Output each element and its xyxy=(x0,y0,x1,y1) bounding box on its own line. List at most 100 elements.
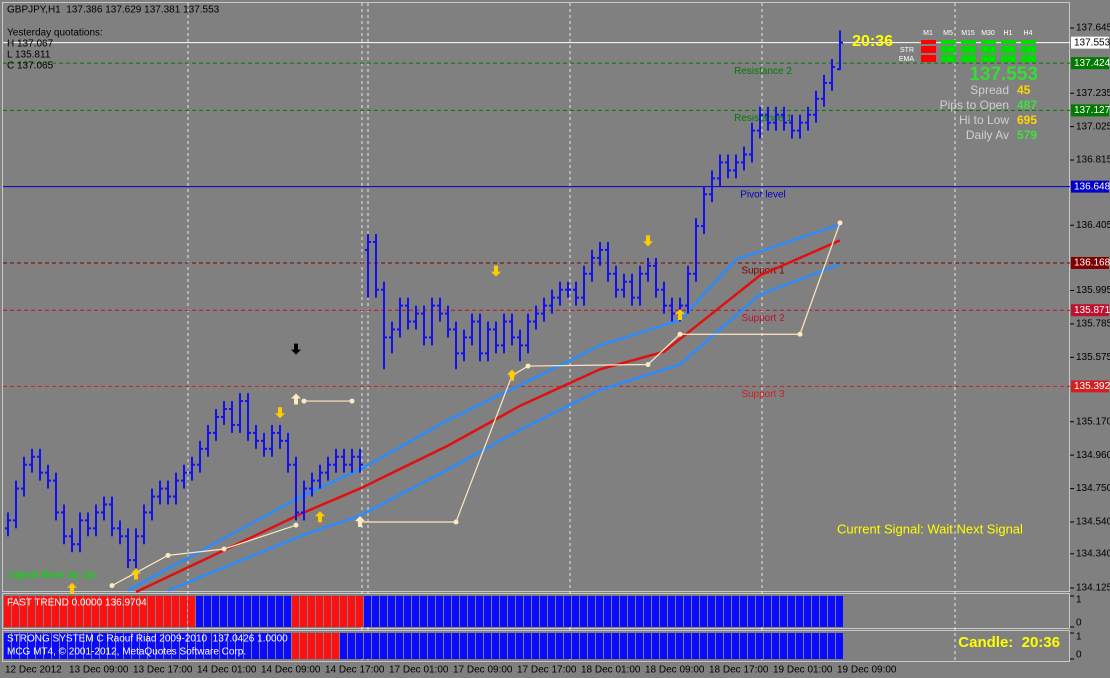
trend-bar xyxy=(132,633,139,659)
trend-bar xyxy=(116,596,123,627)
timeframe-label: M15 xyxy=(961,30,975,37)
trend-bar xyxy=(580,633,587,659)
x-tick-label: 18 Dec 01:00 xyxy=(581,665,641,676)
trend-bar xyxy=(636,596,643,627)
signal-box xyxy=(941,46,956,53)
signal-arrow xyxy=(675,309,685,321)
trend-bar xyxy=(644,596,651,627)
main-frame xyxy=(2,2,1070,592)
trend-bar xyxy=(28,596,35,627)
signal-arrow xyxy=(643,235,653,247)
trend-bar xyxy=(460,633,467,659)
trend-bar xyxy=(268,633,275,659)
trend-bar xyxy=(332,633,339,659)
x-tick-label: 13 Dec 09:00 xyxy=(69,665,129,676)
panel-frame xyxy=(2,630,1070,662)
trend-bar xyxy=(468,596,475,627)
trend-bar xyxy=(620,596,627,627)
trend-bar xyxy=(140,596,147,627)
trend-bar xyxy=(396,596,403,627)
price-box xyxy=(1071,304,1109,317)
trend-bar xyxy=(580,596,587,627)
current-signal: Current Signal: Wait Next Signal xyxy=(837,521,1023,536)
trend-bar xyxy=(740,633,747,659)
trail-dot xyxy=(165,552,171,558)
trend-bar xyxy=(188,633,195,659)
signal-arrow xyxy=(67,582,77,594)
trend-bar xyxy=(524,596,531,627)
trend-bar xyxy=(508,596,515,627)
trend-bar xyxy=(380,596,387,627)
timeframe-label: M5 xyxy=(943,30,953,37)
trend-bar xyxy=(428,596,435,627)
trend-bar xyxy=(12,633,19,659)
trend-bar xyxy=(652,596,659,627)
signal-box xyxy=(981,40,996,44)
price-box xyxy=(1071,57,1109,70)
x-tick-label: 17 Dec 09:00 xyxy=(453,665,513,676)
y-tick-label: 135.995 xyxy=(1076,285,1110,296)
trend-bar xyxy=(692,596,699,627)
trend-bar xyxy=(764,596,771,627)
trend-bar xyxy=(804,633,811,659)
trend-bar xyxy=(444,596,451,627)
trend-bar xyxy=(276,633,283,659)
stat-label: Spread xyxy=(970,83,1009,97)
trend-bar xyxy=(812,633,819,659)
trend-bar xyxy=(492,633,499,659)
trend-bar xyxy=(36,596,43,627)
trend-bar xyxy=(732,633,739,659)
trend-bar xyxy=(740,596,747,627)
trend-bar xyxy=(372,596,379,627)
trend-bar xyxy=(228,596,235,627)
trend-bar xyxy=(284,596,291,627)
trend-bar xyxy=(364,596,371,627)
trend-bar xyxy=(460,596,467,627)
trend-bar xyxy=(724,633,731,659)
trend-bar xyxy=(148,633,155,659)
x-tick-label: 12 Dec 2012 xyxy=(5,665,62,676)
trend-bar xyxy=(412,633,419,659)
trend-bar xyxy=(164,596,171,627)
timeframe-label: M1 xyxy=(923,30,933,37)
trend-bar xyxy=(220,596,227,627)
trend-bar xyxy=(556,596,563,627)
trend-bar xyxy=(628,633,635,659)
trend-bar xyxy=(116,633,123,659)
yesterday-line: C 137.065 xyxy=(7,61,54,72)
trend-bar xyxy=(588,633,595,659)
trend-bar xyxy=(84,633,91,659)
price-box xyxy=(1071,104,1109,117)
trend-bar xyxy=(20,596,27,627)
trend-bar xyxy=(468,633,475,659)
trend-bar xyxy=(716,596,723,627)
level-label: Pivot level xyxy=(740,189,786,200)
trend-bar xyxy=(556,633,563,659)
trend-bar xyxy=(476,596,483,627)
trend-bar xyxy=(68,596,75,627)
signal-box xyxy=(921,40,936,44)
trend-bar xyxy=(332,596,339,627)
panel-title: STRONG SYSTEM C Raouf Riad 2009-2010 137… xyxy=(7,634,288,645)
trend-bar xyxy=(596,633,603,659)
trail-dot xyxy=(301,398,307,404)
trend-bar xyxy=(700,633,707,659)
y-tick-label: 134.960 xyxy=(1076,450,1110,461)
trend-bar xyxy=(76,633,83,659)
y-tick-label: 137.025 xyxy=(1076,121,1110,132)
trend-bar xyxy=(668,633,675,659)
trend-bar xyxy=(764,633,771,659)
trend-bar xyxy=(60,633,67,659)
level-label: Support 3 xyxy=(741,389,785,400)
trend-bar xyxy=(516,633,523,659)
trend-bar xyxy=(772,633,779,659)
price-box-label: 135.871 xyxy=(1074,305,1110,316)
stat-label: Hi to Low xyxy=(959,113,1009,127)
trail-dot xyxy=(109,583,115,589)
trend-bar xyxy=(708,596,715,627)
trend-bar xyxy=(788,633,795,659)
signal-box xyxy=(1001,46,1016,53)
candle-timer: Candle: 20:36 xyxy=(958,634,1060,651)
stat-label: Daily Av xyxy=(966,128,1009,142)
level-label: Support 2 xyxy=(741,313,785,324)
